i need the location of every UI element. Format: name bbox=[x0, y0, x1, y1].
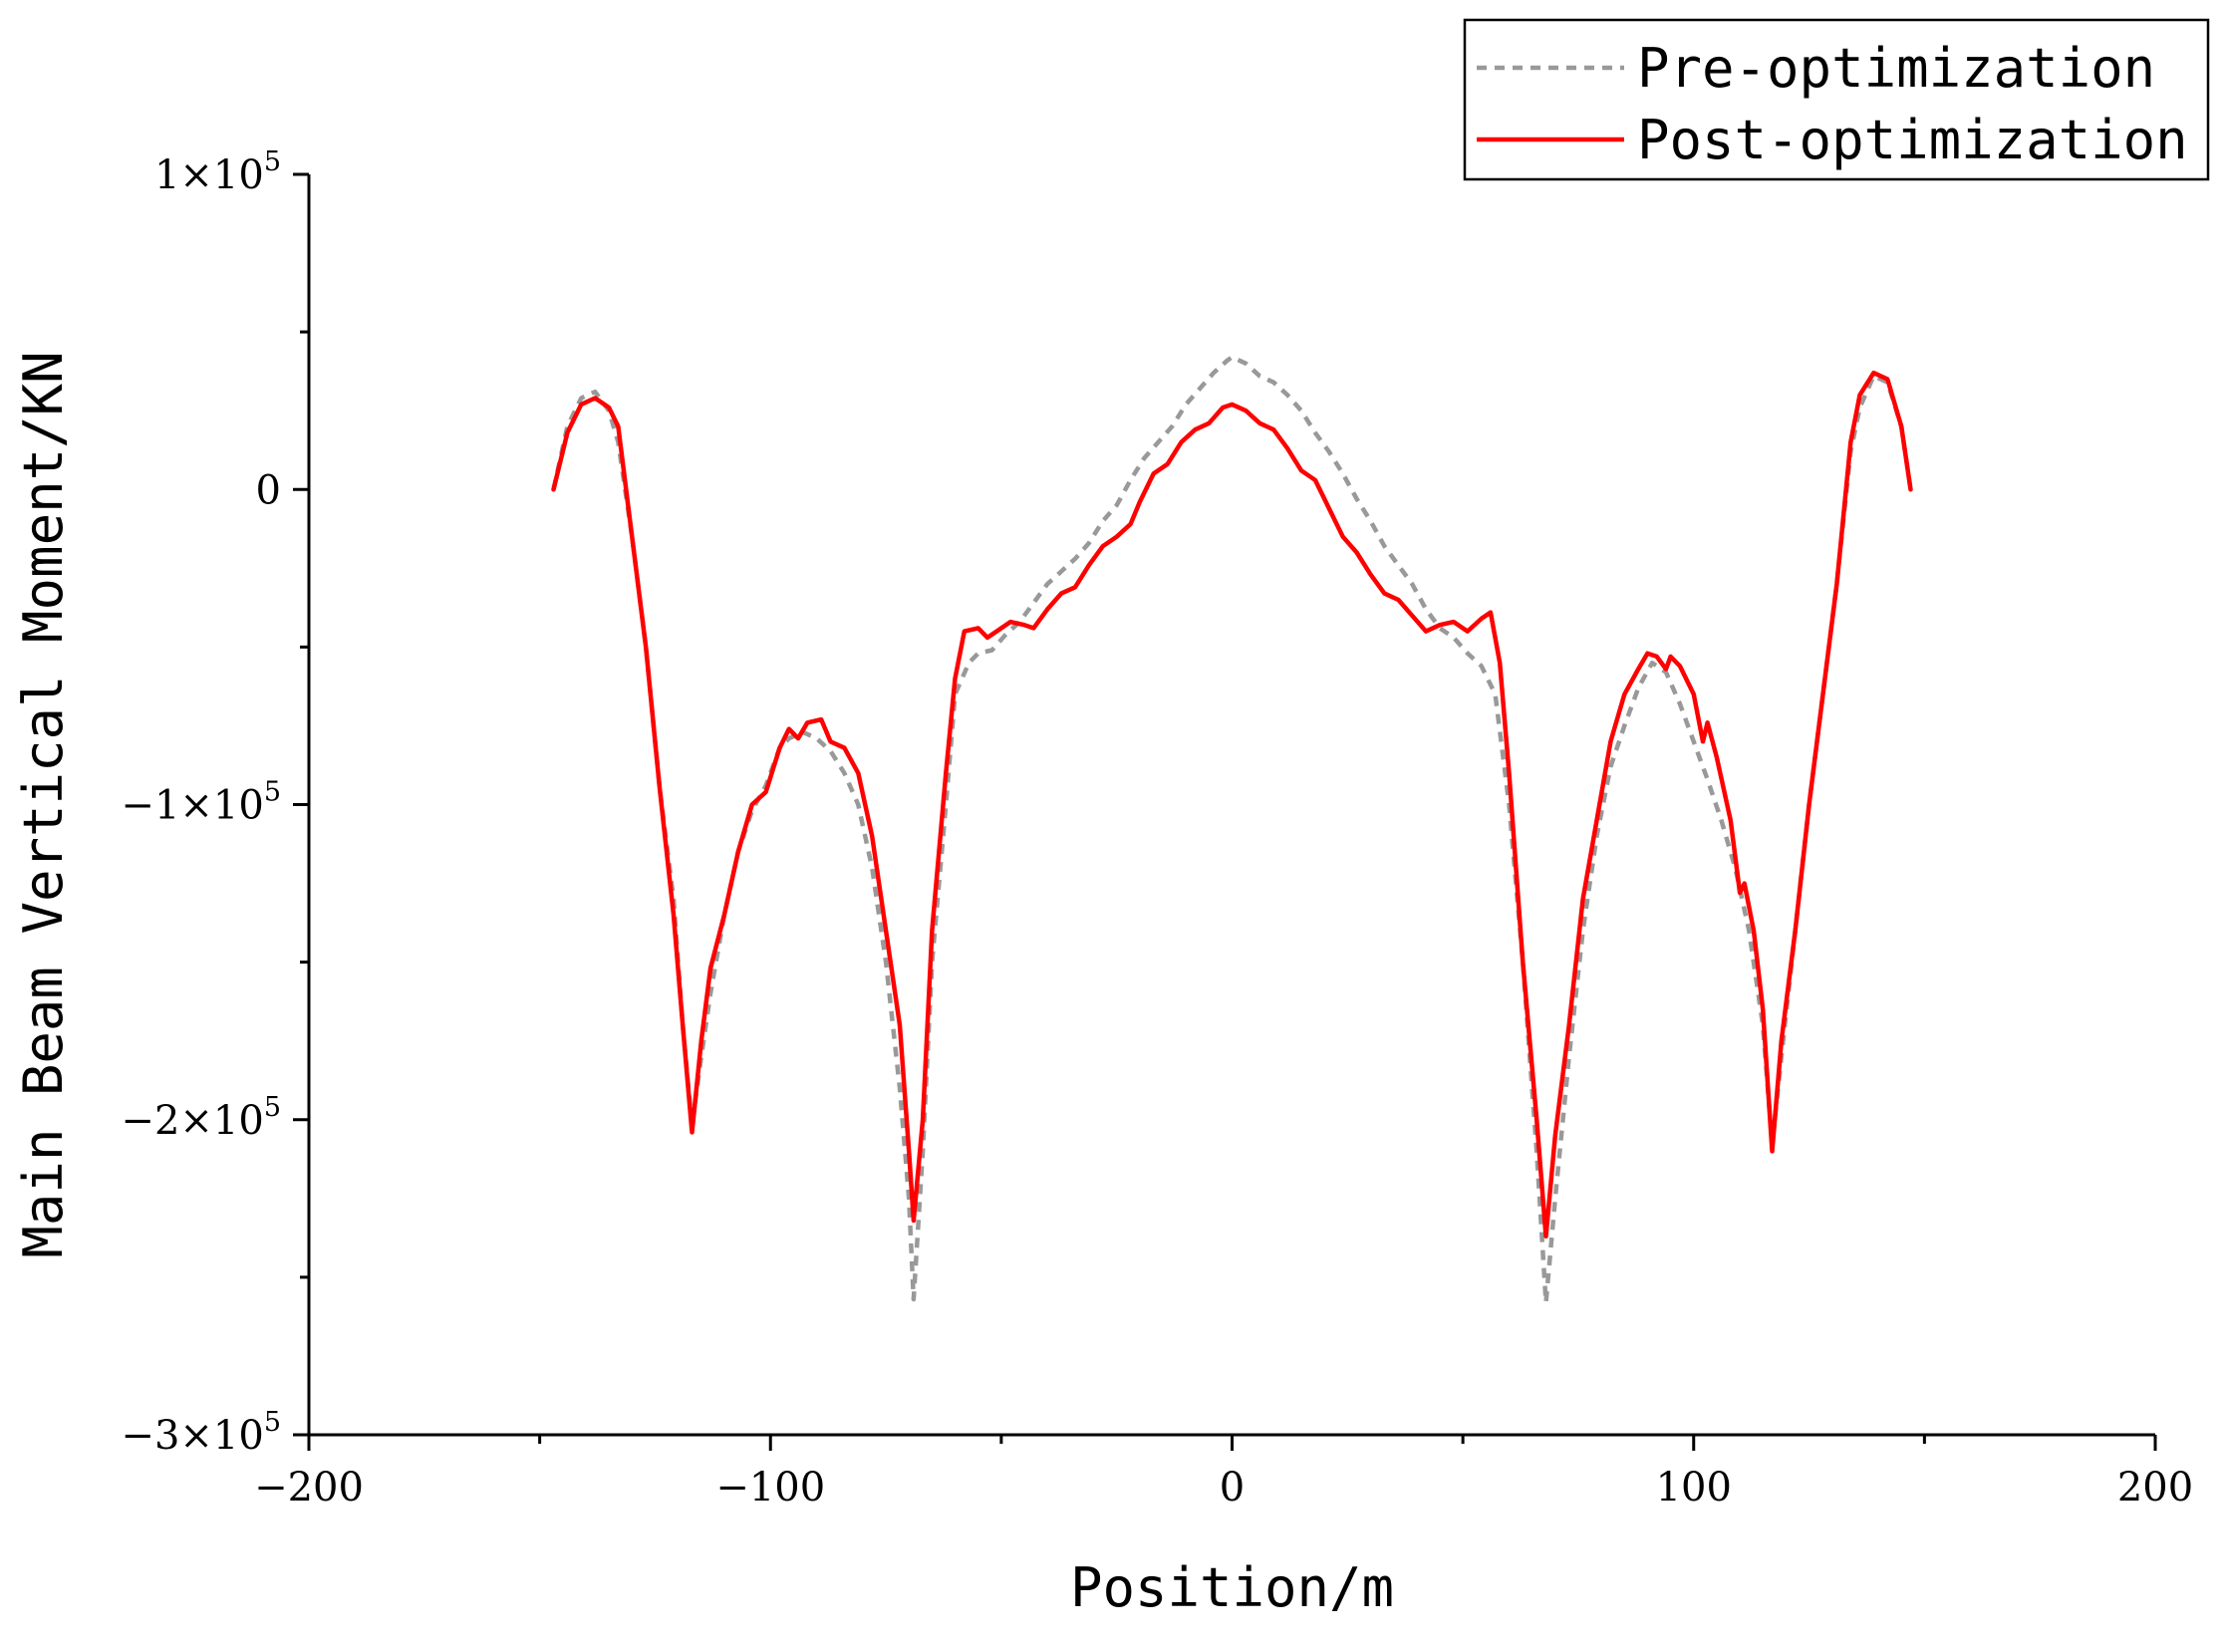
x-tick-label: 0 bbox=[1220, 1465, 1245, 1511]
y-tick-label: −1×105 bbox=[121, 777, 281, 829]
x-tick-label: −200 bbox=[254, 1465, 364, 1511]
plot-area: −200 −100 0 100 200 1×105 0 −1×105 −2×105 −3×105 bbox=[121, 146, 2193, 1511]
y-tick-label: 0 bbox=[256, 467, 281, 513]
x-tick-label: 100 bbox=[1656, 1465, 1732, 1511]
y-axis-title: Main Beam Vertical Moment/KN bbox=[12, 351, 75, 1257]
legend-label-pre-optimization: Pre-optimization bbox=[1637, 37, 2155, 100]
y-tick-label: −3×105 bbox=[121, 1407, 281, 1459]
x-tick-label: −100 bbox=[715, 1465, 825, 1511]
x-ticks: −200 −100 0 100 200 bbox=[254, 1435, 2193, 1511]
x-axis-title: Position/m bbox=[1070, 1556, 1394, 1619]
y-tick-label: −2×105 bbox=[121, 1092, 281, 1144]
series-layer bbox=[551, 355, 1913, 1305]
y-tick-label: 1×105 bbox=[154, 146, 281, 198]
legend-label-post-optimization: Post-optimization bbox=[1637, 109, 2188, 171]
series-line-pre-optimization bbox=[551, 355, 1913, 1305]
series-line-post-optimization bbox=[551, 370, 1913, 1239]
y-ticks: 1×105 0 −1×105 −2×105 −3×105 bbox=[121, 146, 309, 1459]
legend: Pre-optimization Post-optimization bbox=[1463, 18, 2210, 181]
x-tick-label: 200 bbox=[2117, 1465, 2193, 1511]
legend-box bbox=[1463, 18, 2210, 181]
